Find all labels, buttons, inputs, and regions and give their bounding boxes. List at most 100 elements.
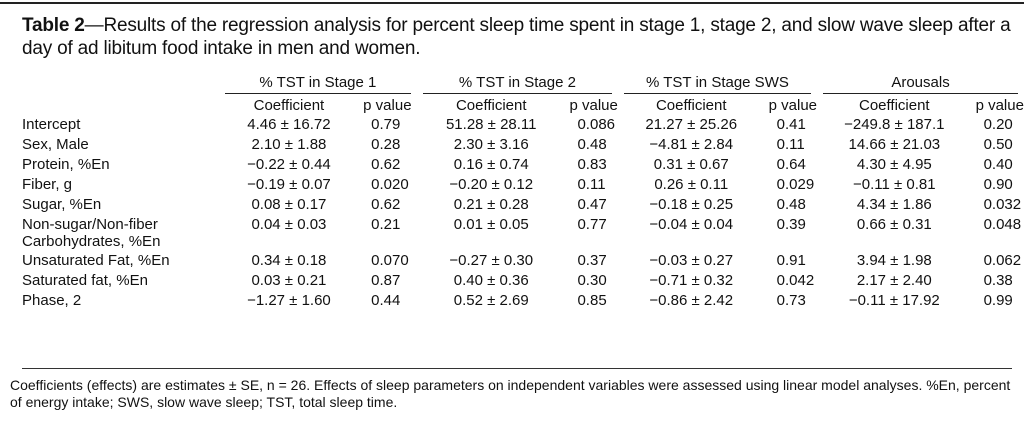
table-label: Table 2 bbox=[22, 15, 85, 36]
coefficient-cell: 0.04 ± 0.03 bbox=[251, 216, 327, 233]
coefficient-cell: 2.10 ± 1.88 bbox=[251, 136, 327, 153]
coefficient-cell: 4.46 ± 16.72 bbox=[247, 116, 331, 133]
p-value-cell: 0.029 bbox=[776, 176, 815, 193]
p-value-cell: 0.21 bbox=[371, 216, 401, 233]
coefficient-cell: 0.31 ± 0.67 bbox=[653, 156, 729, 173]
regression-table: % TST in Stage 1 % TST in Stage 2 % TST … bbox=[22, 72, 1024, 312]
coefficient-cell: −0.18 ± 0.25 bbox=[649, 196, 734, 213]
p-value-cell: 0.40 bbox=[983, 156, 1013, 173]
p-value-header: p value bbox=[363, 96, 412, 114]
coefficient-cell: −0.03 ± 0.27 bbox=[649, 252, 734, 269]
coefficient-header: Coefficient bbox=[655, 96, 727, 114]
coefficient-cell: −0.20 ± 0.12 bbox=[449, 176, 534, 193]
table-row: Phase, 2 −1.27 ± 1.60 0.44 0.52 ± 2.69 0.85 −… bbox=[22, 292, 1024, 312]
table-row: Sugar, %En 0.08 ± 0.17 0.62 0.21 ± 0.28 0.47… bbox=[22, 196, 1024, 216]
p-value-cell: 0.41 bbox=[776, 116, 806, 133]
coefficient-cell: 3.94 ± 1.98 bbox=[856, 252, 932, 269]
p-value-cell: 0.44 bbox=[371, 292, 401, 309]
row-label: Saturated fat, %En bbox=[22, 272, 148, 289]
p-value-cell: 0.62 bbox=[371, 196, 401, 213]
table-row: Protein, %En −0.22 ± 0.44 0.62 0.16 ± 0.74 0… bbox=[22, 156, 1024, 176]
p-value-cell: 0.20 bbox=[983, 116, 1013, 133]
p-value-cell: 0.032 bbox=[983, 196, 1022, 213]
coefficient-header: Coefficient bbox=[253, 96, 325, 114]
blank-header bbox=[22, 72, 219, 94]
coefficient-cell: 0.52 ± 2.69 bbox=[453, 292, 529, 309]
p-value-cell: 0.64 bbox=[776, 156, 806, 173]
coefficient-header: Coefficient bbox=[455, 96, 527, 114]
coefficient-cell: 51.28 ± 28.11 bbox=[445, 116, 537, 133]
p-value-cell: 0.086 bbox=[577, 116, 616, 133]
coefficient-cell: −0.11 ± 17.92 bbox=[848, 292, 940, 309]
coefficient-cell: −0.86 ± 2.42 bbox=[649, 292, 734, 309]
p-value-cell: 0.50 bbox=[983, 136, 1013, 153]
coefficient-cell: −0.11 ± 0.81 bbox=[853, 176, 936, 193]
group-header: % TST in Stage 2 bbox=[417, 72, 618, 94]
p-value-cell: 0.11 bbox=[776, 136, 805, 153]
coefficient-cell: 21.27 ± 25.26 bbox=[645, 116, 738, 133]
table-row: Intercept 4.46 ± 16.72 0.79 51.28 ± 28.11 0.… bbox=[22, 116, 1024, 136]
p-value-cell: 0.042 bbox=[776, 272, 815, 289]
row-label: Fiber, g bbox=[22, 176, 73, 193]
bottom-rule bbox=[22, 368, 1012, 369]
p-value-cell: 0.38 bbox=[983, 272, 1013, 289]
table-row: Unsaturated Fat, %En 0.34 ± 0.18 0.070 −0.2… bbox=[22, 252, 1024, 272]
coefficient-cell: 0.01 ± 0.05 bbox=[453, 216, 529, 233]
coefficient-cell: 2.17 ± 2.40 bbox=[856, 272, 932, 289]
coefficient-cell: 0.66 ± 0.31 bbox=[856, 216, 932, 233]
coefficient-cell: 4.34 ± 1.86 bbox=[856, 196, 932, 213]
table-row: Fiber, g −0.19 ± 0.07 0.020 −0.20 ± 0.12 0.1… bbox=[22, 176, 1024, 196]
coefficient-cell: −0.04 ± 0.04 bbox=[649, 216, 734, 233]
p-value-cell: 0.87 bbox=[371, 272, 401, 289]
p-value-header: p value bbox=[975, 96, 1024, 114]
table-row: Saturated fat, %En 0.03 ± 0.21 0.87 0.40 ± … bbox=[22, 272, 1024, 292]
p-value-header: p value bbox=[768, 96, 818, 114]
coefficient-cell: 14.66 ± 21.03 bbox=[848, 136, 941, 153]
row-label: Intercept bbox=[22, 116, 81, 133]
row-label: Phase, 2 bbox=[22, 292, 82, 309]
p-value-cell: 0.73 bbox=[776, 292, 806, 309]
row-label: Unsaturated Fat, %En bbox=[22, 252, 170, 269]
row-label: Protein, %En bbox=[22, 156, 110, 173]
p-value-cell: 0.62 bbox=[371, 156, 401, 173]
coefficient-cell: −0.71 ± 0.32 bbox=[649, 272, 734, 289]
p-value-cell: 0.77 bbox=[577, 216, 607, 233]
table-row: Non-sugar/Non-fiber Carbohydrates, %En 0.0… bbox=[22, 216, 1024, 252]
p-value-cell: 0.48 bbox=[776, 196, 806, 213]
p-value-cell: 0.39 bbox=[776, 216, 806, 233]
coefficient-cell: −0.22 ± 0.44 bbox=[247, 156, 331, 173]
coefficient-cell: 2.30 ± 3.16 bbox=[453, 136, 529, 153]
p-value-cell: 0.48 bbox=[577, 136, 607, 153]
p-value-cell: 0.28 bbox=[371, 136, 401, 153]
p-value-cell: 0.11 bbox=[577, 176, 606, 193]
row-label: Sugar, %En bbox=[22, 196, 102, 213]
p-value-header: p value bbox=[569, 96, 618, 114]
coefficient-cell: −0.19 ± 0.07 bbox=[247, 176, 331, 193]
p-value-cell: 0.85 bbox=[577, 292, 607, 309]
table-body: Intercept 4.46 ± 16.72 0.79 51.28 ± 28.11 0.… bbox=[22, 116, 1024, 312]
table-caption: Table 2—Results of the regression analys… bbox=[22, 14, 1012, 60]
table-row: Sex, Male 2.10 ± 1.88 0.28 2.30 ± 3.16 0.48 −… bbox=[22, 136, 1024, 156]
caption-text: —Results of the regression analysis for … bbox=[22, 15, 1011, 59]
p-value-cell: 0.048 bbox=[983, 216, 1022, 233]
group-header: Arousals bbox=[817, 72, 1024, 94]
group-header: % TST in Stage SWS bbox=[618, 72, 817, 94]
coefficient-cell: −249.8 ± 187.1 bbox=[844, 116, 945, 133]
row-label: Non-sugar/Non-fiber Carbohydrates, %En bbox=[22, 216, 161, 250]
row-label: Sex, Male bbox=[22, 136, 89, 153]
coefficient-cell: 0.26 ± 0.11 bbox=[654, 176, 729, 193]
p-value-cell: 0.020 bbox=[371, 176, 409, 193]
coefficient-cell: −1.27 ± 1.60 bbox=[247, 292, 331, 309]
p-value-cell: 0.070 bbox=[371, 252, 409, 269]
coefficient-cell: 0.34 ± 0.18 bbox=[251, 252, 327, 269]
group-header-row: % TST in Stage 1 % TST in Stage 2 % TST … bbox=[22, 72, 1024, 94]
coefficient-cell: 0.21 ± 0.28 bbox=[453, 196, 529, 213]
coefficient-cell: 0.40 ± 0.36 bbox=[453, 272, 529, 289]
top-rule bbox=[0, 2, 1024, 4]
p-value-cell: 0.062 bbox=[983, 252, 1022, 269]
p-value-cell: 0.90 bbox=[983, 176, 1013, 193]
p-value-cell: 0.30 bbox=[577, 272, 607, 289]
subheader-row: Coefficient p value Coefficient p value … bbox=[22, 94, 1024, 116]
blank-header bbox=[22, 94, 219, 116]
